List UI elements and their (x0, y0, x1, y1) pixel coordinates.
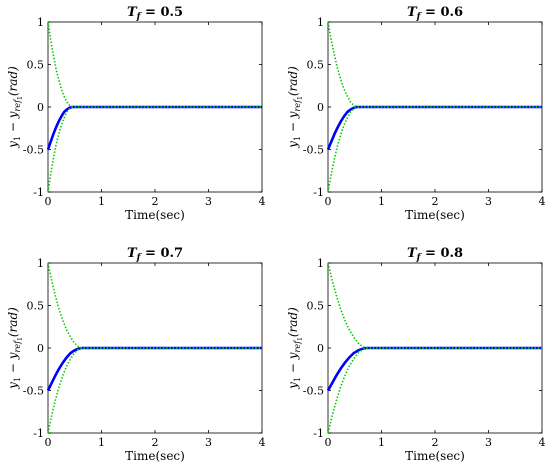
y-tick-label: 1 (37, 257, 44, 270)
y-tick-label: -1 (313, 186, 324, 199)
series-line-green-dotted-2 (327, 106, 542, 193)
y-tick-label: 0 (37, 342, 44, 355)
x-tick-label: 0 (325, 436, 332, 449)
x-tick-label: 4 (539, 195, 546, 208)
x-tick-label: 3 (205, 436, 212, 449)
x-tick-label: 1 (98, 436, 105, 449)
subplot-2: 0 1 2 3 4 -1 -0.5 0 0.5 1 Tf = 0.6 Time(sec) y1 − yr… (286, 5, 546, 222)
subplot-1: 0 1 2 3 4 -1 -0.5 0 0.5 1 Tf = 0.5 Time(sec) y1 − yr… (6, 5, 266, 222)
y-tick-label: 1 (37, 16, 44, 29)
y-tick-label: 0.5 (307, 300, 325, 313)
y-axis-label: y1 − yref1(rad) (6, 66, 24, 149)
y-tick-label: -1 (313, 427, 324, 440)
chart-title: Tf = 0.5 (127, 5, 183, 22)
y-tick-label: -1 (33, 186, 44, 199)
y-tick-label: -0.5 (303, 144, 324, 157)
chart-title: Tf = 0.8 (407, 246, 463, 263)
y-tick-label: 0 (37, 101, 44, 114)
y-axis-label: y1 − yref1(rad) (286, 307, 304, 390)
subplot-3: 0 1 2 3 4 -1 -0.5 0 0.5 1 Tf = 0.7 Time(sec) y1 − yr… (6, 246, 266, 463)
y-axis-label: y1 − yref1(rad) (6, 307, 24, 390)
x-axis-label: Time(sec) (405, 208, 465, 222)
chart-title: Tf = 0.7 (127, 246, 183, 263)
x-axis-label: Time(sec) (125, 208, 185, 222)
x-tick-label: 2 (432, 436, 439, 449)
series-line-green-dotted-2 (327, 347, 542, 434)
x-tick-label: 4 (259, 195, 266, 208)
series-line-green-dotted-2 (47, 106, 262, 193)
series-line-blue (326, 105, 542, 151)
x-tick-label: 0 (45, 436, 52, 449)
x-tick-label: 1 (378, 195, 385, 208)
y-tick-label: -0.5 (23, 144, 44, 157)
chart-title: Tf = 0.6 (407, 5, 463, 22)
x-tick-label: 1 (98, 195, 105, 208)
subplot-4: 0 1 2 3 4 -1 -0.5 0 0.5 1 Tf = 0.8 Time(sec) y1 − yr… (286, 246, 546, 463)
x-tick-label: 2 (152, 436, 159, 449)
x-axis-label: Time(sec) (125, 449, 185, 463)
x-tick-label: 2 (432, 195, 439, 208)
y-tick-label: 0.5 (307, 59, 325, 72)
y-tick-label: -0.5 (303, 385, 324, 398)
series-line-green-dotted-2 (47, 347, 262, 434)
y-axis-label: y1 − yref1(rad) (286, 66, 304, 149)
y-tick-label: 0.5 (27, 300, 45, 313)
x-tick-label: 0 (45, 195, 52, 208)
x-tick-label: 3 (205, 195, 212, 208)
x-tick-label: 2 (152, 195, 159, 208)
y-tick-label: 0 (317, 342, 324, 355)
y-tick-label: -1 (33, 427, 44, 440)
y-tick-label: 0 (317, 101, 324, 114)
x-axis-label: Time(sec) (405, 449, 465, 463)
x-tick-label: 4 (539, 436, 546, 449)
x-tick-label: 3 (485, 436, 492, 449)
series-line-green-dotted-1 (47, 262, 262, 349)
x-tick-label: 4 (259, 436, 266, 449)
y-tick-label: -0.5 (23, 385, 44, 398)
y-tick-label: 1 (317, 257, 324, 270)
x-tick-label: 1 (378, 436, 385, 449)
y-tick-label: 1 (317, 16, 324, 29)
x-tick-label: 3 (485, 195, 492, 208)
series-line-blue (46, 346, 262, 392)
x-tick-label: 0 (325, 195, 332, 208)
y-tick-label: 0.5 (27, 59, 45, 72)
series-line-green-dotted-1 (327, 21, 542, 108)
